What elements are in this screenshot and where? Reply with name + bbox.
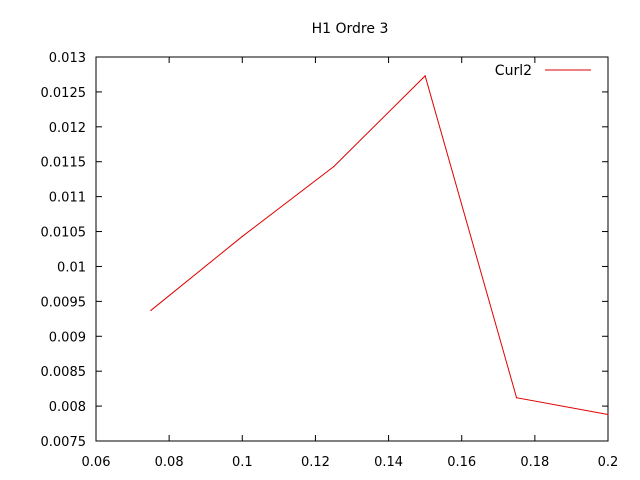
y-tick-label: 0.0085 (41, 365, 87, 380)
y-tick-label: 0.0125 (41, 86, 87, 101)
y-tick-label: 0.012 (49, 121, 86, 136)
x-tick-label: 0.08 (155, 455, 184, 470)
x-axis: 0.06 0.08 0.1 0.12 0.14 0.16 0.18 0.2 (82, 57, 619, 470)
legend-label-curl2: Curl2 (495, 63, 532, 79)
data-point (607, 413, 609, 416)
x-tick-label: 0.18 (520, 455, 549, 470)
x-tick-label: 0.14 (374, 455, 403, 470)
y-tick-label: 0.01 (57, 260, 86, 275)
plot-area-frame (95, 56, 609, 442)
y-axis: 0.0075 0.008 0.0085 0.009 0.0095 0.01 0.0105 0.… (41, 51, 608, 450)
y-tick-label: 0.0115 (41, 156, 87, 171)
x-tick-label: 0.06 (82, 455, 111, 470)
y-tick-label: 0.0075 (41, 435, 87, 450)
y-tick-label: 0.009 (49, 330, 86, 345)
y-tick-label: 0.0095 (41, 295, 87, 310)
y-tick-label: 0.008 (49, 400, 86, 415)
data-point (515, 397, 518, 399)
x-tick-label: 0.1 (232, 455, 253, 470)
data-point (333, 166, 335, 168)
x-tick-label: 0.2 (598, 455, 619, 470)
data-point (241, 235, 243, 238)
series-line-curl2 (150, 74, 609, 415)
y-tick-label: 0.0105 (41, 226, 87, 241)
x-tick-label: 0.12 (301, 455, 330, 470)
series-layer (150, 74, 609, 416)
y-tick-label: 0.013 (49, 51, 86, 66)
y-tick-label: 0.011 (49, 191, 86, 206)
data-point (424, 75, 426, 77)
data-point (150, 309, 152, 312)
legend: Curl2 (495, 63, 591, 79)
x-tick-label: 0.16 (447, 455, 476, 470)
chart-title: H1 Ordre 3 (312, 21, 389, 37)
